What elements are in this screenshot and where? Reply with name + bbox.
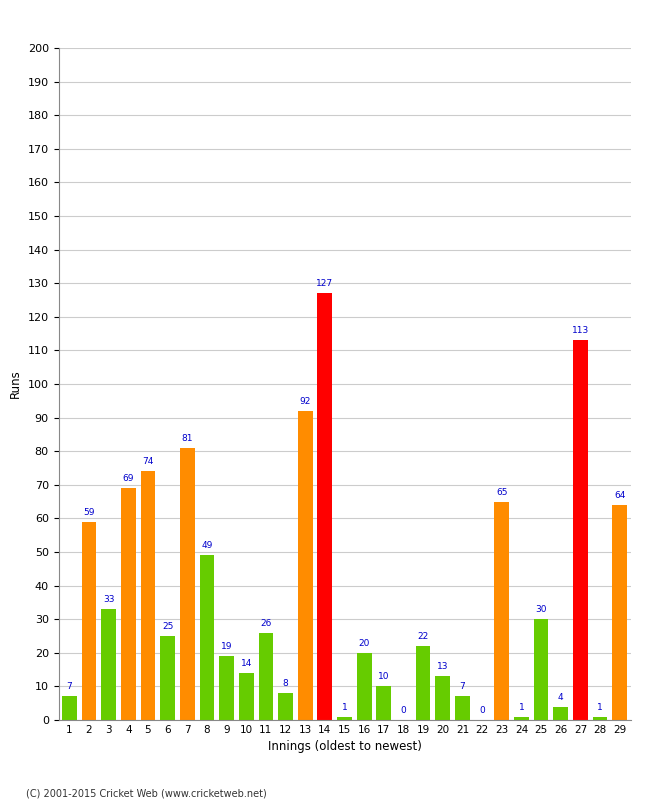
Bar: [219, 656, 234, 720]
Bar: [593, 717, 607, 720]
Bar: [200, 555, 214, 720]
Text: 74: 74: [142, 458, 153, 466]
Bar: [534, 619, 549, 720]
Text: 49: 49: [202, 542, 213, 550]
Text: 4: 4: [558, 693, 564, 702]
Text: 127: 127: [317, 279, 333, 288]
Text: 64: 64: [614, 491, 625, 500]
Text: 22: 22: [417, 632, 429, 641]
Bar: [455, 697, 470, 720]
Text: 8: 8: [283, 679, 289, 688]
Text: 0: 0: [400, 706, 406, 715]
Text: 19: 19: [221, 642, 232, 651]
Bar: [140, 471, 155, 720]
Text: 1: 1: [342, 702, 347, 712]
Bar: [101, 609, 116, 720]
Text: 65: 65: [496, 487, 508, 497]
Text: 10: 10: [378, 672, 389, 682]
Bar: [160, 636, 175, 720]
Y-axis label: Runs: Runs: [9, 370, 22, 398]
Bar: [357, 653, 372, 720]
Bar: [416, 646, 430, 720]
Text: 14: 14: [240, 659, 252, 668]
Text: 33: 33: [103, 595, 114, 604]
Text: 59: 59: [83, 508, 95, 517]
Bar: [317, 294, 332, 720]
Bar: [436, 676, 450, 720]
X-axis label: Innings (oldest to newest): Innings (oldest to newest): [268, 741, 421, 754]
Bar: [553, 706, 568, 720]
Bar: [337, 717, 352, 720]
Bar: [82, 522, 96, 720]
Bar: [514, 717, 529, 720]
Text: 20: 20: [358, 638, 370, 648]
Bar: [239, 673, 254, 720]
Text: 30: 30: [536, 605, 547, 614]
Bar: [495, 502, 509, 720]
Bar: [376, 686, 391, 720]
Bar: [121, 488, 136, 720]
Text: (C) 2001-2015 Cricket Web (www.cricketweb.net): (C) 2001-2015 Cricket Web (www.cricketwe…: [26, 788, 266, 798]
Bar: [612, 505, 627, 720]
Text: 25: 25: [162, 622, 174, 631]
Bar: [278, 693, 293, 720]
Text: 7: 7: [460, 682, 465, 691]
Text: 1: 1: [519, 702, 525, 712]
Text: 26: 26: [260, 618, 272, 627]
Bar: [259, 633, 273, 720]
Text: 7: 7: [66, 682, 72, 691]
Text: 1: 1: [597, 702, 603, 712]
Bar: [298, 411, 313, 720]
Text: 0: 0: [479, 706, 485, 715]
Text: 113: 113: [572, 326, 589, 335]
Text: 69: 69: [123, 474, 134, 483]
Bar: [62, 697, 77, 720]
Text: 13: 13: [437, 662, 448, 671]
Text: 92: 92: [300, 397, 311, 406]
Bar: [180, 448, 194, 720]
Text: 81: 81: [181, 434, 193, 443]
Bar: [573, 340, 588, 720]
